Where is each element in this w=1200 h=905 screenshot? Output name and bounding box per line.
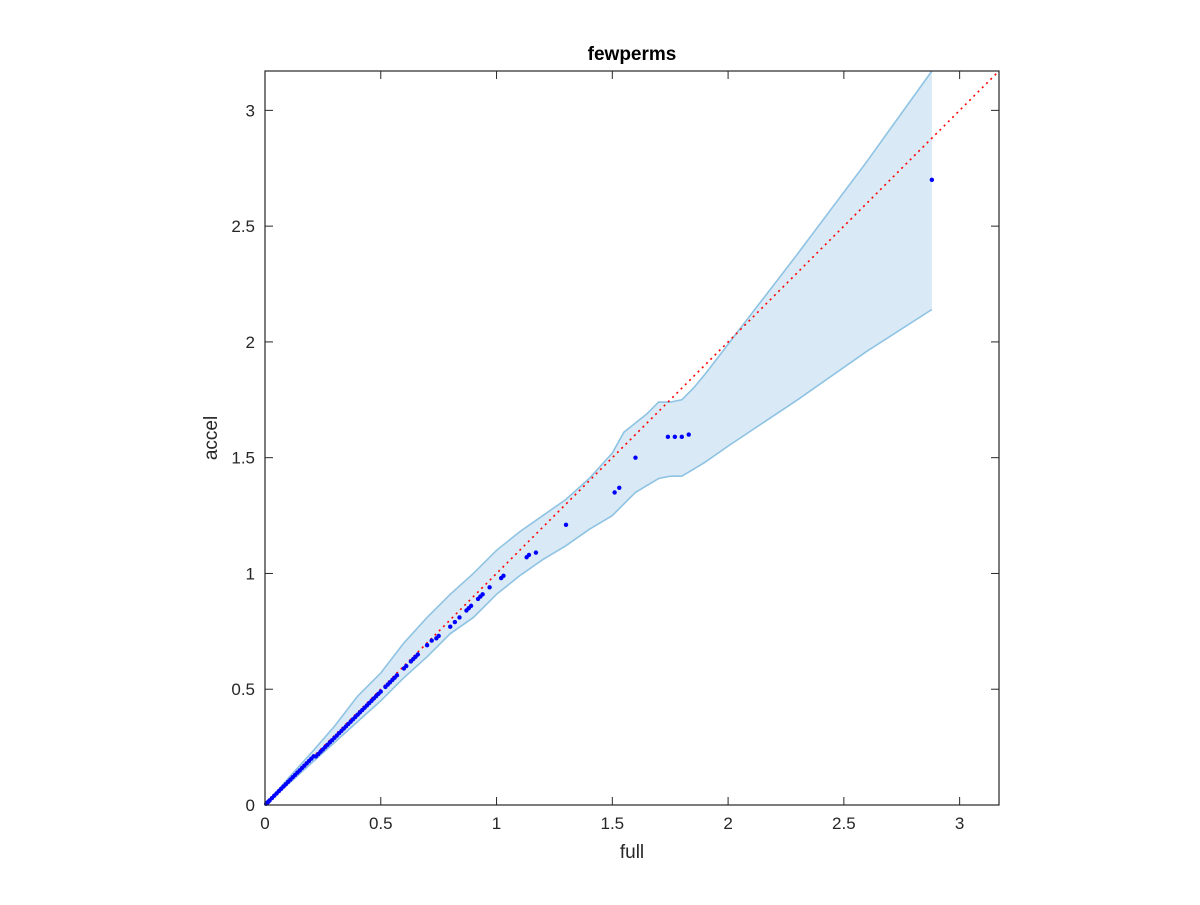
chart-title: fewperms bbox=[588, 44, 677, 65]
band-fill bbox=[265, 71, 932, 805]
data-point bbox=[480, 592, 485, 597]
data-point bbox=[633, 455, 638, 460]
y-tick-label: 0 bbox=[246, 796, 255, 815]
y-tick-label: 2 bbox=[246, 333, 255, 352]
reference-line-layer bbox=[265, 71, 999, 805]
data-point bbox=[378, 689, 383, 694]
y-axis-label: accel bbox=[201, 416, 222, 460]
y-tick-label: 3 bbox=[246, 101, 255, 120]
data-point bbox=[394, 673, 400, 678]
axes-layer: 0 0.5 1 1.5 2 2.5 3 0 0.5 1 1.5 2 2.5 3 bbox=[231, 70, 1000, 833]
axes-box bbox=[264, 70, 1000, 806]
y-tick-label: 1.5 bbox=[231, 449, 255, 468]
data-point bbox=[679, 434, 684, 440]
x-tick-label: 0 bbox=[260, 814, 269, 833]
y-tick-label: 2.5 bbox=[231, 217, 255, 236]
band-upper-edge bbox=[265, 71, 933, 805]
data-point bbox=[686, 432, 691, 437]
x-tick-label: 2 bbox=[723, 814, 732, 833]
reference-line bbox=[265, 71, 999, 805]
y-tick-label: 0.5 bbox=[231, 680, 255, 699]
data-point bbox=[436, 633, 441, 639]
data-point bbox=[929, 177, 935, 183]
data-point bbox=[672, 434, 678, 440]
data-point bbox=[617, 485, 622, 490]
confidence-band-layer bbox=[265, 71, 933, 805]
data-point bbox=[563, 522, 569, 528]
x-tick-label: 2.5 bbox=[832, 814, 856, 833]
data-point bbox=[429, 638, 434, 643]
data-point bbox=[665, 434, 671, 440]
data-point bbox=[424, 643, 430, 648]
data-points-layer bbox=[263, 177, 935, 807]
data-point bbox=[533, 550, 539, 555]
y-tick-label: 1 bbox=[246, 564, 255, 583]
x-tick-label: 0.5 bbox=[369, 814, 393, 833]
data-point bbox=[468, 603, 474, 609]
band-lower-edge bbox=[265, 308, 933, 805]
x-tick-label: 1 bbox=[492, 814, 501, 833]
data-point bbox=[487, 585, 492, 590]
data-point bbox=[452, 619, 458, 625]
x-tick-label: 1.5 bbox=[600, 814, 624, 833]
data-point bbox=[404, 663, 409, 669]
x-tick-label: 3 bbox=[955, 814, 964, 833]
data-point bbox=[448, 624, 453, 629]
data-point bbox=[612, 490, 617, 495]
data-point bbox=[526, 552, 532, 558]
x-axis-label: full bbox=[620, 842, 644, 863]
data-point bbox=[501, 573, 506, 578]
data-point bbox=[415, 652, 421, 657]
data-point bbox=[457, 615, 462, 620]
